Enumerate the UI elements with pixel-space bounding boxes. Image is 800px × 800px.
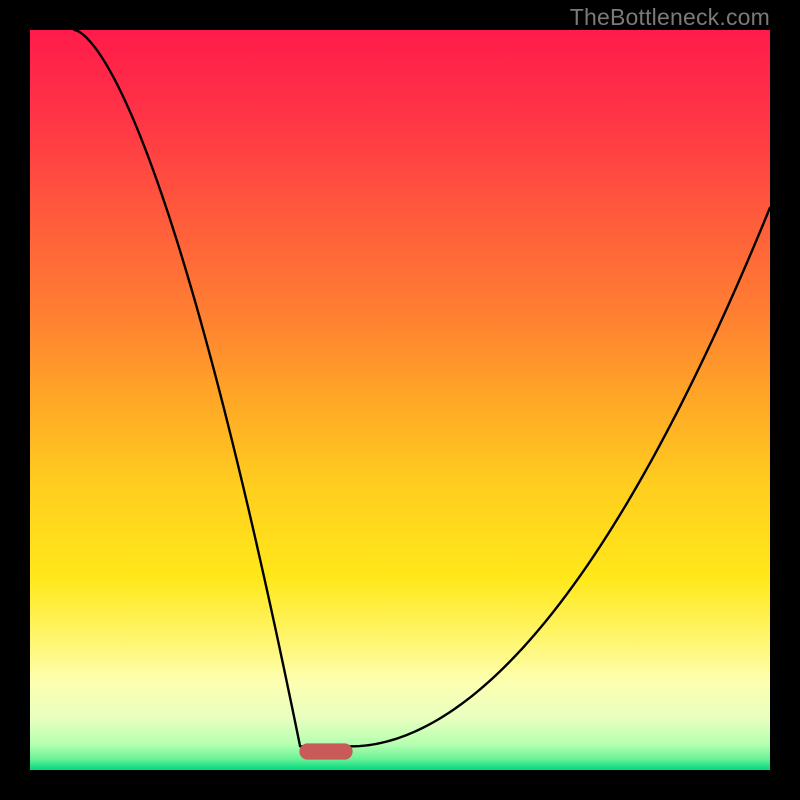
bottleneck-chart bbox=[30, 30, 770, 770]
watermark-text: TheBottleneck.com bbox=[570, 4, 770, 31]
plot-area bbox=[30, 30, 770, 770]
optimal-marker bbox=[299, 743, 352, 759]
chart-container: { "watermark": { "text": "TheBottleneck.… bbox=[0, 0, 800, 800]
